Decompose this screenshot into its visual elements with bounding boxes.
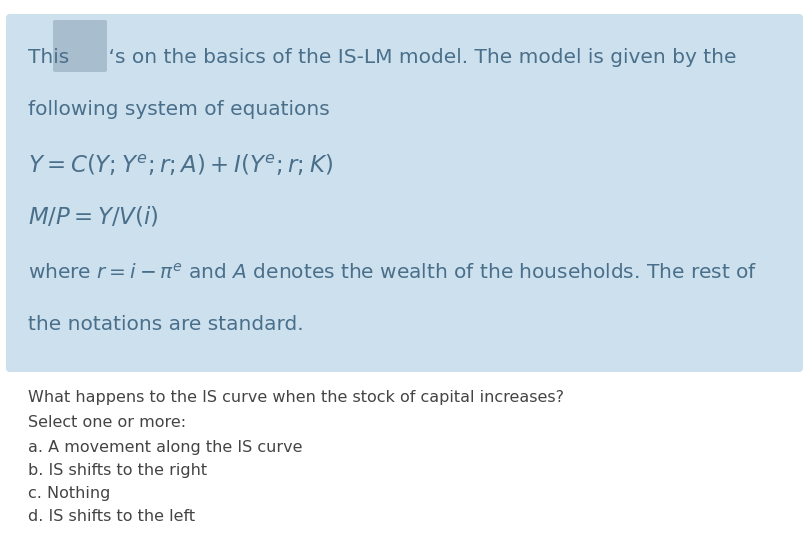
- Text: c. Nothing: c. Nothing: [28, 486, 110, 501]
- Text: the notations are standard.: the notations are standard.: [28, 315, 303, 334]
- Text: $M/P = Y/V(i)$: $M/P = Y/V(i)$: [28, 205, 159, 229]
- Text: following system of equations: following system of equations: [28, 100, 330, 119]
- FancyBboxPatch shape: [53, 20, 107, 72]
- Text: b. IS shifts to the right: b. IS shifts to the right: [28, 463, 207, 478]
- FancyBboxPatch shape: [6, 14, 803, 372]
- Text: Select one or more:: Select one or more:: [28, 415, 186, 430]
- Text: a. A movement along the IS curve: a. A movement along the IS curve: [28, 440, 303, 455]
- Text: where $r = i - \pi^e$ and $A$ denotes the wealth of the households. The rest of: where $r = i - \pi^e$ and $A$ denotes th…: [28, 263, 757, 283]
- Text: This    ‘s on the basics of the IS-LM model. The model is given by the: This ‘s on the basics of the IS-LM model…: [28, 48, 736, 67]
- Text: d. IS shifts to the left: d. IS shifts to the left: [28, 509, 195, 524]
- Text: What happens to the IS curve when the stock of capital increases?: What happens to the IS curve when the st…: [28, 390, 564, 405]
- Text: $Y = C(Y; Y^e; r; A) + I(Y^e; r; K)$: $Y = C(Y; Y^e; r; A) + I(Y^e; r; K)$: [28, 153, 333, 178]
